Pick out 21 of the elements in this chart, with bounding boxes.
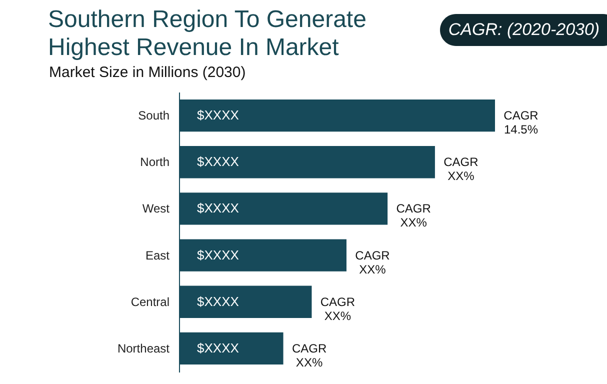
chart-subtitle: Market Size in Millions (2030) (49, 64, 246, 81)
annotation: $XXXX (197, 154, 240, 170)
annotation: $XXXX (197, 200, 240, 216)
text: CAGR: (2020-2030) (448, 20, 600, 39)
annotation: $XXXX (197, 294, 240, 309)
annotation: $XXXX (197, 108, 240, 123)
y-tick-label: Northeast (117, 341, 170, 356)
annotation: CAGR XX% (320, 294, 356, 323)
annotation: CAGR XX% (396, 202, 432, 230)
y-tick-label: North (140, 155, 170, 170)
annotation: CAGR XX% (292, 341, 327, 370)
y-tick-label: South (138, 108, 170, 123)
annotation: $XXXX (197, 340, 240, 356)
annotation: CAGR 14.5% (504, 108, 539, 137)
annotation: CAGR XX% (444, 155, 479, 184)
y-tick-label: East (145, 248, 170, 262)
y-tick-label: Central (130, 294, 170, 309)
y-tick-label: West (142, 202, 170, 216)
annotation: CAGR XX% (355, 248, 390, 276)
chart-title: Southern Region To Generate Highest Revenue In Market (48, 6, 366, 61)
annotation: $XXXX (197, 247, 240, 262)
